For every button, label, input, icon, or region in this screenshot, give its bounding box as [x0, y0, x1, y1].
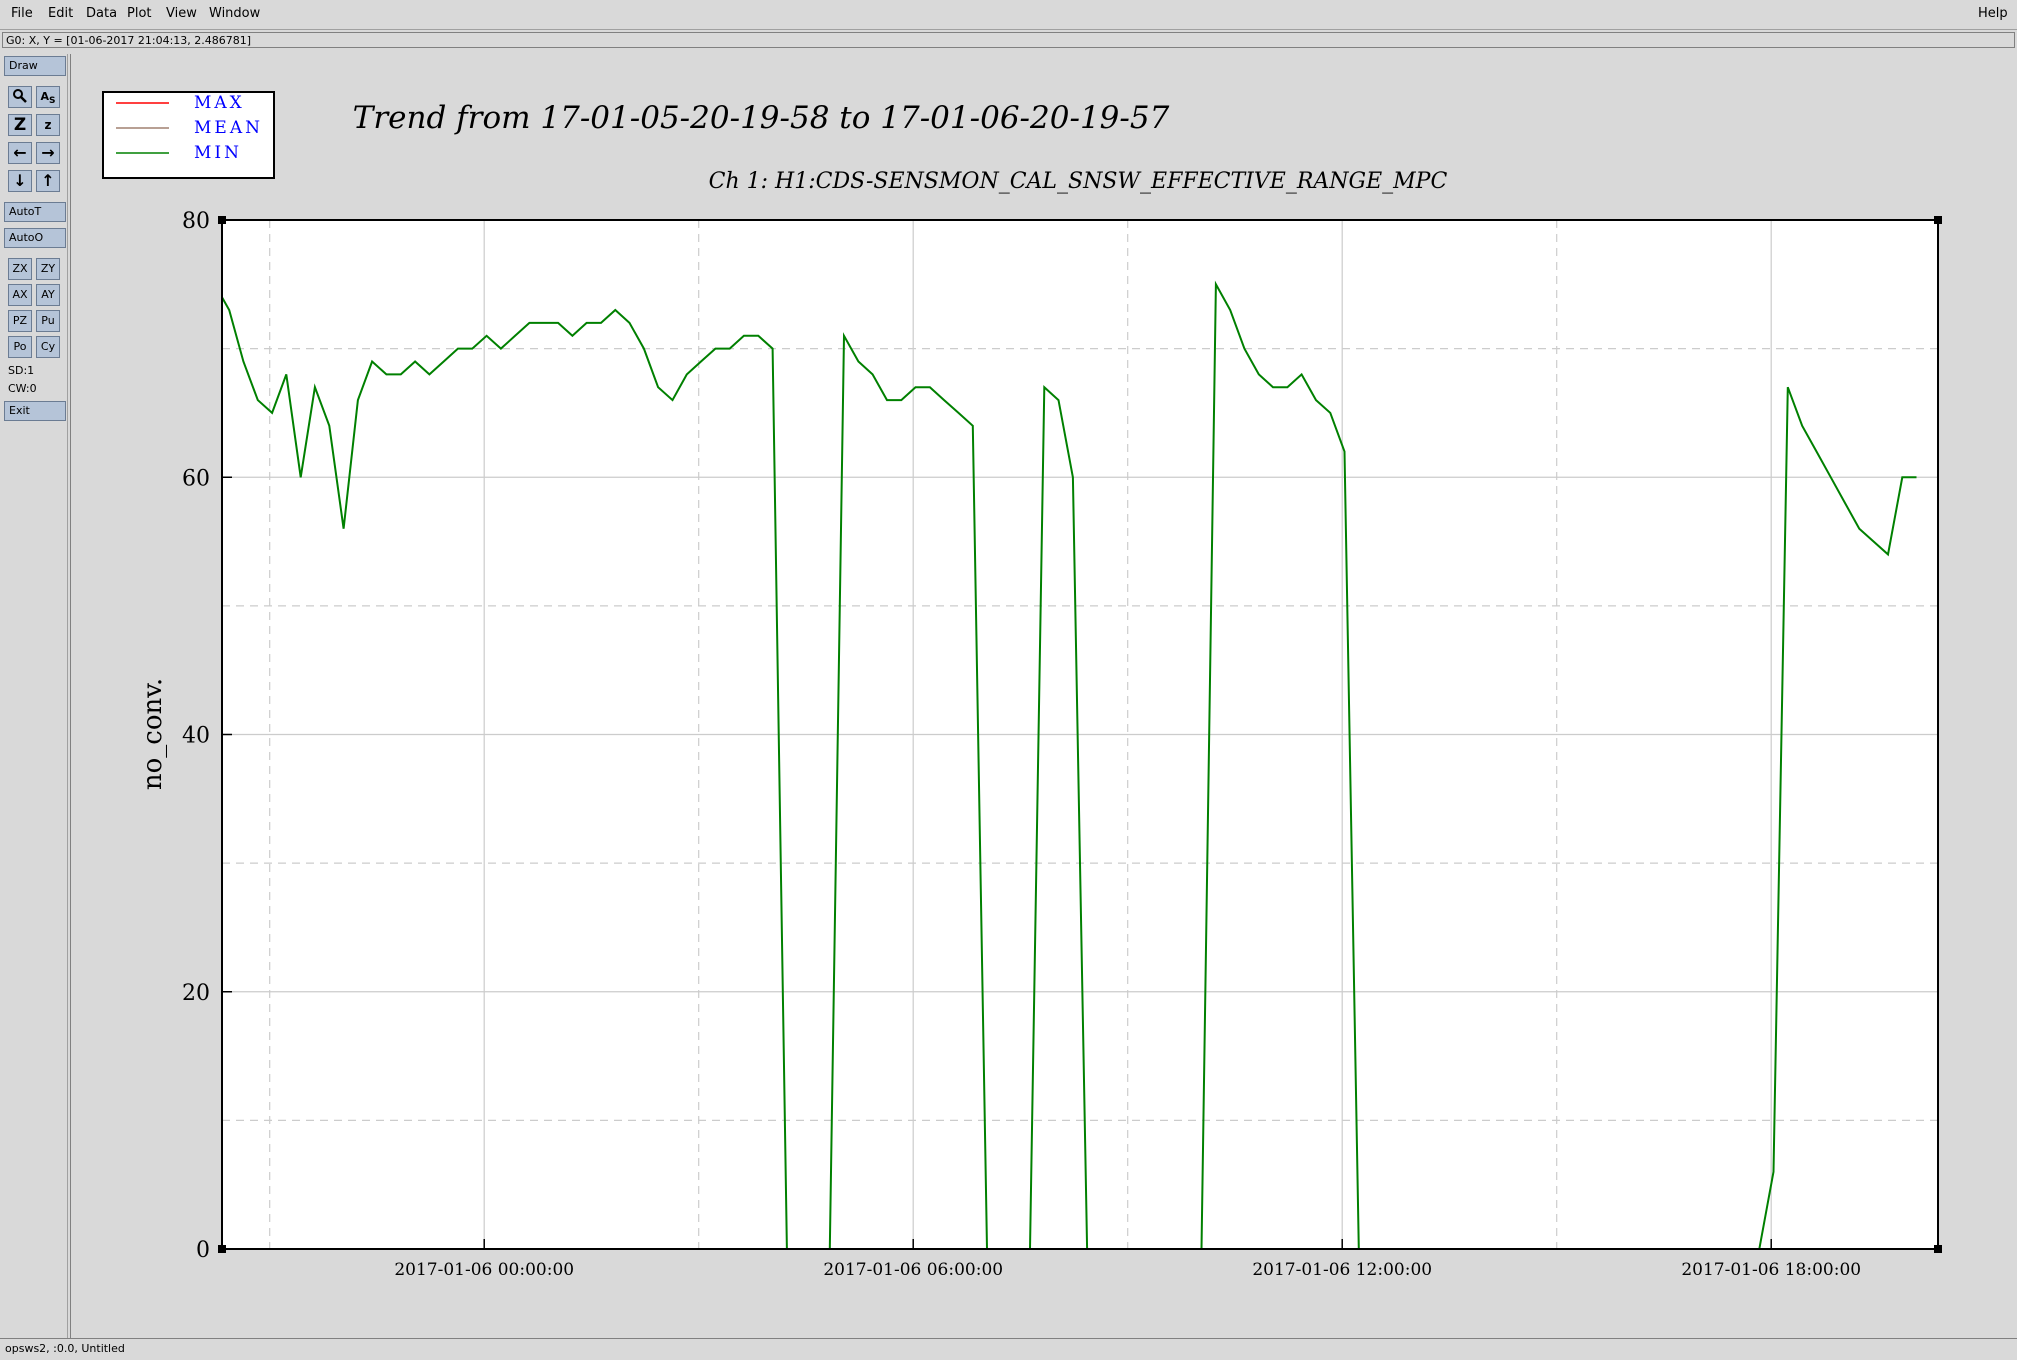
tool-panel: Draw AS Z z ← → ↓ ↑ AutoT AutoO ZX ZY AX… [2, 54, 68, 1338]
pan-right-icon[interactable]: → [36, 142, 60, 164]
legend-label-mean: MEAN [194, 118, 263, 138]
plot-canvas[interactable]: MAX MEAN MIN Trend from 17-01-05-20-19-58 … [70, 54, 2017, 1338]
menu-window[interactable]: Window [209, 6, 261, 21]
legend-label-max: MAX [194, 93, 245, 113]
corner-marker [1934, 1245, 1942, 1253]
x-tick-label: 2017-01-06 12:00:00 [1252, 1260, 1432, 1280]
zx-button[interactable]: ZX [8, 258, 32, 280]
corner-marker [218, 216, 226, 224]
pu-button[interactable]: Pu [36, 310, 60, 332]
menu-bar: File Edit Data Plot View Window Help [0, 0, 2017, 30]
menu-help[interactable]: Help [1978, 6, 2008, 21]
axes: 0 20 40 60 80 2017-01-06 00:00:00 2017-01-06 0… [182, 209, 1942, 1280]
pan-down-icon[interactable]: ↓ [8, 170, 32, 192]
menu-edit[interactable]: Edit [48, 6, 74, 21]
auto-t-button[interactable]: AutoT [4, 202, 66, 222]
y-tick-label: 20 [182, 981, 210, 1006]
corner-marker [218, 1245, 226, 1253]
zoom-small-z-icon[interactable]: z [36, 114, 60, 136]
y-tick-label: 80 [182, 209, 210, 234]
cy-button[interactable]: Cy [36, 336, 60, 358]
legend: MAX MEAN MIN [116, 93, 263, 163]
coordinate-readout: G0: X, Y = [01-06-2017 21:04:13, 2.48678… [2, 32, 2015, 48]
ay-button[interactable]: AY [36, 284, 60, 306]
menu-view[interactable]: View [166, 6, 197, 21]
x-tick-label: 2017-01-06 18:00:00 [1681, 1260, 1861, 1280]
chart-subtitle: Ch 1: H1:CDS-SENSMON_CAL_SNSW_EFFECTIVE_… [709, 169, 1448, 194]
po-button[interactable]: Po [8, 336, 32, 358]
pan-up-icon[interactable]: ↑ [36, 170, 60, 192]
legend-label-min: MIN [194, 143, 242, 163]
y-axis-label: no_conv. [138, 678, 168, 790]
chart-title: Trend from 17-01-05-20-19-58 to 17-01-06… [353, 100, 1170, 136]
legend-box [102, 91, 275, 179]
menu-file[interactable]: File [11, 6, 33, 21]
cw-label: CW:0 [8, 382, 37, 395]
zoom-z-icon[interactable]: Z [8, 114, 32, 136]
menu-plot[interactable]: Plot [127, 6, 152, 21]
ax-button[interactable]: AX [8, 284, 32, 306]
x-tick-label: 2017-01-06 06:00:00 [823, 1260, 1003, 1280]
menu-data[interactable]: Data [86, 6, 118, 21]
trend-chart[interactable]: MAX MEAN MIN Trend from 17-01-05-20-19-58 … [71, 54, 2017, 1338]
grid [222, 219, 1938, 1250]
zy-button[interactable]: ZY [36, 258, 60, 280]
y-tick-label: 40 [182, 724, 210, 749]
sd-label: SD:1 [8, 364, 35, 377]
text-size-icon[interactable]: AS [36, 86, 60, 108]
draw-button[interactable]: Draw [4, 56, 66, 76]
auto-o-button[interactable]: AutoO [4, 228, 66, 248]
magnifier-icon[interactable] [8, 86, 32, 108]
status-bar: opsws2, :0.0, Untitled [0, 1338, 2017, 1360]
pan-left-icon[interactable]: ← [8, 142, 32, 164]
y-tick-label: 0 [196, 1238, 210, 1263]
y-tick-label: 60 [182, 466, 210, 491]
exit-button[interactable]: Exit [4, 401, 66, 421]
x-tick-label: 2017-01-06 00:00:00 [394, 1260, 574, 1280]
corner-marker [1934, 216, 1942, 224]
pz-button[interactable]: PZ [8, 310, 32, 332]
